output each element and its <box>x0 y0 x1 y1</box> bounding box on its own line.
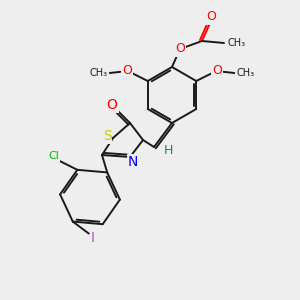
Text: O: O <box>122 64 132 77</box>
Text: Cl: Cl <box>48 151 59 161</box>
Text: I: I <box>91 231 95 244</box>
Text: O: O <box>212 64 222 77</box>
Text: O: O <box>106 98 117 112</box>
Text: O: O <box>175 43 185 56</box>
Text: CH₃: CH₃ <box>227 38 245 48</box>
Text: CH₃: CH₃ <box>236 68 254 78</box>
Text: O: O <box>206 11 216 23</box>
Text: N: N <box>128 155 138 169</box>
Text: H: H <box>163 143 173 157</box>
Text: CH₃: CH₃ <box>90 68 108 78</box>
Text: S: S <box>103 129 111 143</box>
